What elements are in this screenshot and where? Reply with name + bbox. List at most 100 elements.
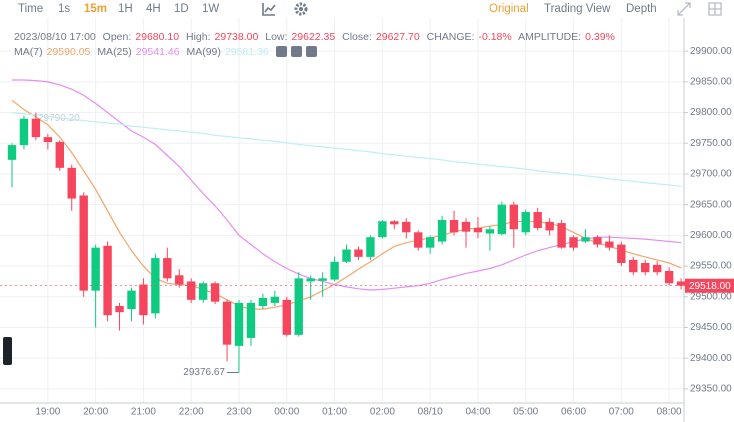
y-tick-label: 29750.00 xyxy=(690,138,732,149)
close-button[interactable] xyxy=(305,46,317,57)
interval-tab[interactable]: 15m xyxy=(84,3,108,15)
settings-button[interactable] xyxy=(290,46,302,57)
ma-name: MA(25) xyxy=(97,46,132,58)
candle-body xyxy=(330,261,339,280)
candle-body xyxy=(390,221,399,225)
field-label: CHANGE: xyxy=(426,31,475,43)
settings-icon[interactable] xyxy=(294,2,308,16)
candle-body xyxy=(437,220,447,242)
field-value: 29622.35 xyxy=(291,31,336,43)
field-value: 29627.70 xyxy=(375,31,420,43)
candle-body xyxy=(593,237,602,245)
field-label: High: xyxy=(186,31,211,43)
candle-body xyxy=(306,278,315,282)
field-value: 29738.00 xyxy=(214,31,259,43)
field-value: 29680.10 xyxy=(135,31,180,43)
view-tab[interactable]: Depth xyxy=(626,3,657,15)
x-tick-label: 23:00 xyxy=(226,407,251,418)
field-value: -0.18% xyxy=(478,31,512,43)
candle-body xyxy=(641,263,650,273)
eye-button[interactable] xyxy=(275,46,287,57)
candle-body xyxy=(103,245,112,316)
x-tick-label: 08:00 xyxy=(657,407,682,418)
candle-body xyxy=(318,278,327,281)
candle-body xyxy=(294,278,303,335)
candle-body xyxy=(617,244,626,263)
ma-legend: MA(7) 29590.05 MA(25) 29541.46 MA(99) 29581… xyxy=(14,46,321,58)
field-value: 0.39% xyxy=(585,31,615,43)
candle-body xyxy=(461,221,471,232)
candle-body xyxy=(342,249,351,262)
candle-body xyxy=(545,221,554,231)
x-tick-label: 07:00 xyxy=(609,407,634,418)
candle-body xyxy=(557,223,566,248)
candle-body xyxy=(629,259,638,273)
ma-value: 29590.05 xyxy=(46,46,91,58)
candle-body xyxy=(569,237,578,248)
date: 2023/08/10 17:00 xyxy=(14,31,96,43)
candle-body xyxy=(581,237,590,242)
candle-body xyxy=(19,118,29,146)
x-tick-label: 22:00 xyxy=(179,407,204,418)
candle-body xyxy=(425,237,435,248)
candle-body xyxy=(222,301,232,345)
candle-body xyxy=(198,283,208,300)
indicator-icon[interactable] xyxy=(262,2,276,16)
candle-body xyxy=(79,195,88,291)
y-tick-label: 29800.00 xyxy=(690,107,732,118)
candle-body xyxy=(652,264,662,273)
x-tick-label: 05:00 xyxy=(513,407,538,418)
y-tick-label: 29650.00 xyxy=(690,199,732,210)
grid-icon[interactable] xyxy=(708,2,722,16)
candle-body xyxy=(127,290,136,310)
candle-body xyxy=(246,302,256,338)
interval-tab[interactable]: 4H xyxy=(146,3,161,15)
ma-value: 29541.46 xyxy=(135,46,180,58)
x-tick-label: 00:00 xyxy=(274,407,299,418)
x-tick-label: 02:00 xyxy=(370,407,395,418)
candle-body xyxy=(664,270,674,284)
candle-body xyxy=(497,204,507,235)
candle-body xyxy=(378,221,387,238)
view-tab[interactable]: Trading View xyxy=(544,3,611,15)
x-tick-label: 01:00 xyxy=(322,407,347,418)
interval-tab[interactable]: 1D xyxy=(174,3,189,15)
candle-body xyxy=(605,241,614,248)
candle-body xyxy=(55,142,64,168)
y-tick-label: 29900.00 xyxy=(690,46,732,57)
ma-line xyxy=(11,99,682,310)
candle-body xyxy=(175,275,184,285)
candle-body xyxy=(676,281,686,286)
candle-body xyxy=(187,281,196,300)
interval-tab[interactable]: 1H xyxy=(118,3,133,15)
candle-body xyxy=(139,284,148,316)
candle-body xyxy=(163,258,172,279)
candle-body xyxy=(449,220,459,233)
candle-body xyxy=(485,229,495,234)
candle-body xyxy=(533,212,542,228)
view-tab[interactable]: Original xyxy=(489,3,529,15)
last-price-box xyxy=(685,278,734,293)
candle-body xyxy=(210,283,220,302)
candle-body xyxy=(67,167,76,199)
interval-tab[interactable]: 1W xyxy=(202,3,220,15)
y-tick-label: 29450.00 xyxy=(690,322,732,333)
expand-icon[interactable] xyxy=(677,2,691,16)
toolbar: Time 1s 15m 1H 4H 1D 1W Original Trading… xyxy=(0,0,734,20)
interval-tab[interactable]: Time xyxy=(18,3,44,15)
y-tick-label: 29550.00 xyxy=(690,261,732,272)
y-tick-label: 29500.00 xyxy=(690,291,732,302)
candle-body xyxy=(91,247,100,291)
field-label: Low: xyxy=(265,31,288,43)
x-tick-label: 21:00 xyxy=(131,407,156,418)
candle-body xyxy=(473,228,483,233)
interval-tab[interactable]: 1s xyxy=(58,3,71,15)
x-tick-label: 19:00 xyxy=(35,407,60,418)
candle-body xyxy=(402,221,411,233)
y-tick-label: 29350.00 xyxy=(690,384,732,395)
y-tick-label: 29700.00 xyxy=(690,169,732,180)
y-tick-label: 29850.00 xyxy=(690,77,732,88)
side-handle[interactable] xyxy=(3,337,12,365)
